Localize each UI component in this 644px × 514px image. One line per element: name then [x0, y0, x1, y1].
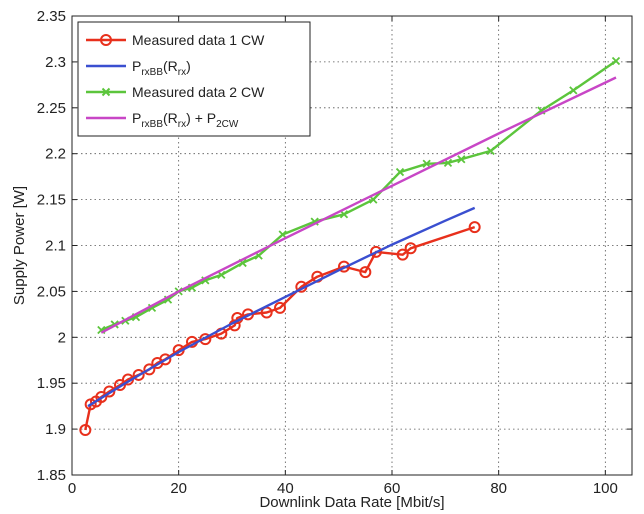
legend-label-subscript: rx: [178, 67, 186, 78]
series-line: [84, 225, 476, 431]
y-tick-label: 2.35: [37, 8, 66, 25]
legend-label-part: (R: [163, 110, 178, 126]
y-tick-label: 2.25: [37, 100, 66, 117]
y-tick-label: 2.3: [45, 54, 66, 71]
legend-label-subscript: rx: [178, 119, 186, 130]
legend-item-measured-1cw: Measured data 1 CW: [86, 32, 265, 48]
legend-label: PrxBB(Rrx) + P2CW: [132, 110, 239, 130]
data-point: [396, 248, 409, 261]
series-layer: [79, 56, 621, 437]
x-axis-label: Downlink Data Rate [Mbit/s]: [259, 494, 444, 511]
y-tick-label: 2: [58, 329, 66, 346]
y-tick-label: 2.1: [45, 238, 66, 255]
data-point: [611, 56, 621, 66]
legend-label-subscript: 2CW: [216, 119, 239, 130]
legend-swatch-x-marker: [101, 87, 111, 97]
data-point: [359, 266, 372, 279]
legend: Measured data 1 CW PrxBB(Rrx) Measured d…: [77, 21, 311, 137]
series-line: [100, 76, 617, 334]
y-tick-label: 1.9: [45, 421, 66, 438]
data-point: [103, 385, 116, 398]
legend-label: Measured data 2 CW: [132, 84, 265, 100]
legend-label: PrxBB(Rrx): [132, 58, 191, 78]
data-point: [404, 242, 417, 255]
y-tick-label: 2.15: [37, 192, 66, 209]
data-point: [370, 245, 382, 258]
data-point: [569, 86, 578, 95]
series-prxbb-rrx: [87, 206, 476, 408]
data-point: [457, 155, 466, 164]
legend-label: Measured data 1 CW: [132, 32, 265, 48]
legend-label-part: P: [132, 110, 141, 126]
legend-label-part: P: [132, 58, 141, 74]
legend-label-part: ) + P: [186, 110, 216, 126]
legend-label-subscript: rxBB: [141, 67, 163, 78]
x-tick-label: 60: [384, 480, 401, 497]
x-tick-label: 20: [170, 480, 187, 497]
data-point: [132, 368, 145, 381]
data-point: [274, 301, 286, 314]
data-point: [79, 424, 92, 437]
x-tick-label: 100: [593, 480, 618, 497]
y-tick-label: 2.2: [45, 146, 66, 163]
series-measured-data-1-cw: [79, 221, 481, 437]
data-point: [339, 210, 349, 219]
data-point: [95, 390, 108, 403]
data-point: [468, 221, 481, 234]
x-tick-label: 0: [68, 480, 76, 497]
data-point: [486, 146, 495, 156]
legend-swatch-circle-marker: [100, 34, 112, 46]
data-point: [114, 379, 126, 392]
data-point: [278, 230, 287, 239]
legend-item-prxbb: PrxBB(Rrx): [86, 58, 191, 78]
legend-label-part: (R: [163, 58, 178, 74]
legend-item-prxbb-plus-p2cw: PrxBB(Rrx) + P2CW: [86, 110, 239, 130]
legend-label-subscript: rxBB: [141, 119, 163, 130]
x-tick-label: 40: [277, 480, 294, 497]
y-axis-label: Supply Power [W]: [11, 186, 28, 305]
series-line: [87, 206, 476, 408]
data-point: [395, 167, 405, 177]
axis-ticks: 0 20 40 60 80 100 1.85 1.9 1.95 2 2.05 2.1 2.15 2.2 2.…: [37, 8, 632, 497]
data-point: [422, 159, 431, 168]
x-tick-label: 80: [490, 480, 507, 497]
data-point: [159, 353, 172, 366]
y-tick-label: 1.95: [37, 375, 66, 392]
legend-label-part: ): [186, 58, 191, 74]
y-tick-label: 1.85: [37, 467, 66, 484]
series-prxbb-rrx-p2cw: [100, 76, 617, 334]
legend-item-measured-2cw: Measured data 2 CW: [86, 84, 265, 100]
y-tick-label: 2.05: [37, 283, 66, 300]
data-point: [143, 363, 156, 376]
